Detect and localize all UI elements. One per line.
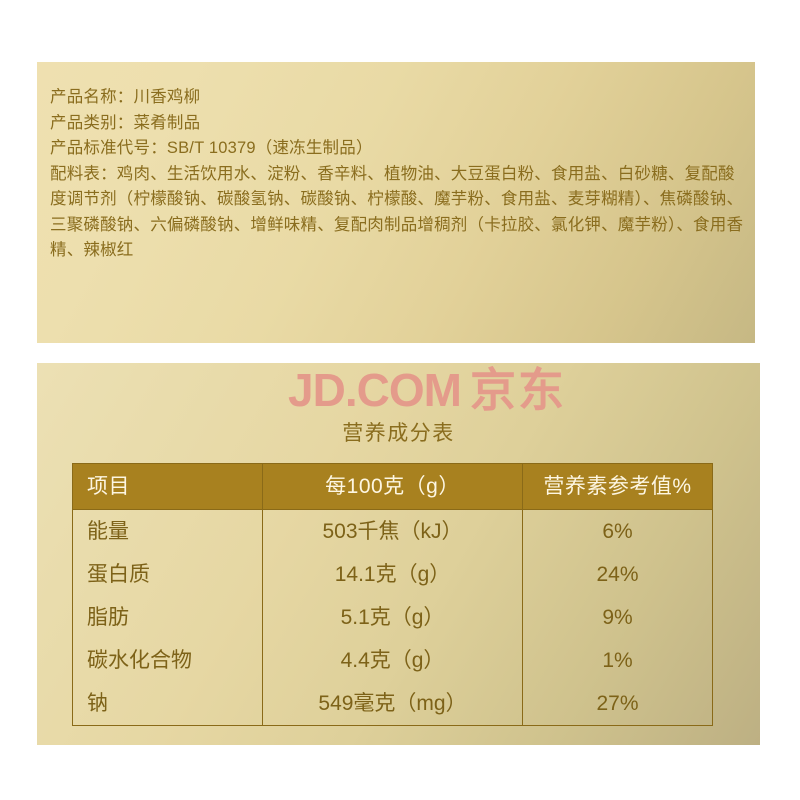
table-row: 能量 503千焦（kJ） 6% — [72, 509, 713, 553]
column-header-value: 每100克（g） — [262, 463, 523, 510]
row-item-label: 能量 — [72, 509, 263, 553]
row-item-label: 钠 — [72, 682, 263, 726]
product-info-text-block: 产品名称：川香鸡柳 产品类别：菜肴制品 产品标准代号：SB/T 10379（速冻… — [50, 85, 745, 264]
table-header-row: 项目 每100克（g） 营养素参考值% — [72, 463, 713, 510]
row-item-nrv: 24% — [522, 553, 713, 596]
nutrition-panel: JD.COM 京东 营养成分表 项目 每100克（g） 营养素参考值% 能量 50… — [37, 363, 760, 745]
row-item-nrv: 27% — [522, 682, 713, 726]
row-item-nrv: 9% — [522, 596, 713, 639]
product-standard-line: 产品标准代号：SB/T 10379（速冻生制品） — [50, 139, 373, 157]
nutrition-table-body: 能量 503千焦（kJ） 6% 蛋白质 14.1克（g） 24% 脂肪 5.1克… — [72, 509, 713, 726]
jd-watermark-latin: JD.COM — [288, 364, 462, 416]
table-row: 脂肪 5.1克（g） 9% — [72, 596, 713, 639]
nutrition-facts-table: 项目 每100克（g） 营养素参考值% 能量 503千焦（kJ） 6% 蛋白质 … — [72, 463, 713, 726]
row-item-label: 脂肪 — [72, 596, 263, 639]
table-row: 蛋白质 14.1克（g） 24% — [72, 553, 713, 596]
row-item-value: 503千焦（kJ） — [262, 509, 523, 553]
column-header-nrv: 营养素参考值% — [522, 463, 713, 510]
jd-watermark: JD.COM 京东 — [207, 365, 647, 415]
row-item-label: 蛋白质 — [72, 553, 263, 596]
product-category-line: 产品类别：菜肴制品 — [50, 113, 201, 132]
row-item-value: 4.4克（g） — [262, 639, 523, 682]
row-item-value: 14.1克（g） — [262, 553, 523, 596]
product-info-panel: 产品名称：川香鸡柳 产品类别：菜肴制品 产品标准代号：SB/T 10379（速冻… — [37, 62, 755, 343]
nutrition-table-title: 营养成分表 — [342, 422, 455, 445]
row-item-value: 5.1克（g） — [262, 596, 523, 639]
table-row: 碳水化合物 4.4克（g） 1% — [72, 639, 713, 682]
row-item-nrv: 1% — [522, 639, 713, 682]
row-item-label: 碳水化合物 — [72, 639, 263, 682]
column-header-item: 项目 — [72, 463, 263, 510]
ingredients-list: 配料表：鸡肉、生活饮用水、淀粉、香辛料、植物油、大豆蛋白粉、食用盐、白砂糖、复配… — [50, 164, 744, 260]
row-item-value: 549毫克（mg） — [262, 682, 523, 726]
row-item-nrv: 6% — [522, 509, 713, 553]
jd-watermark-chinese: 京东 — [469, 364, 566, 416]
product-name-line: 产品名称：川香鸡柳 — [50, 88, 201, 106]
table-row: 钠 549毫克（mg） 27% — [72, 682, 713, 726]
